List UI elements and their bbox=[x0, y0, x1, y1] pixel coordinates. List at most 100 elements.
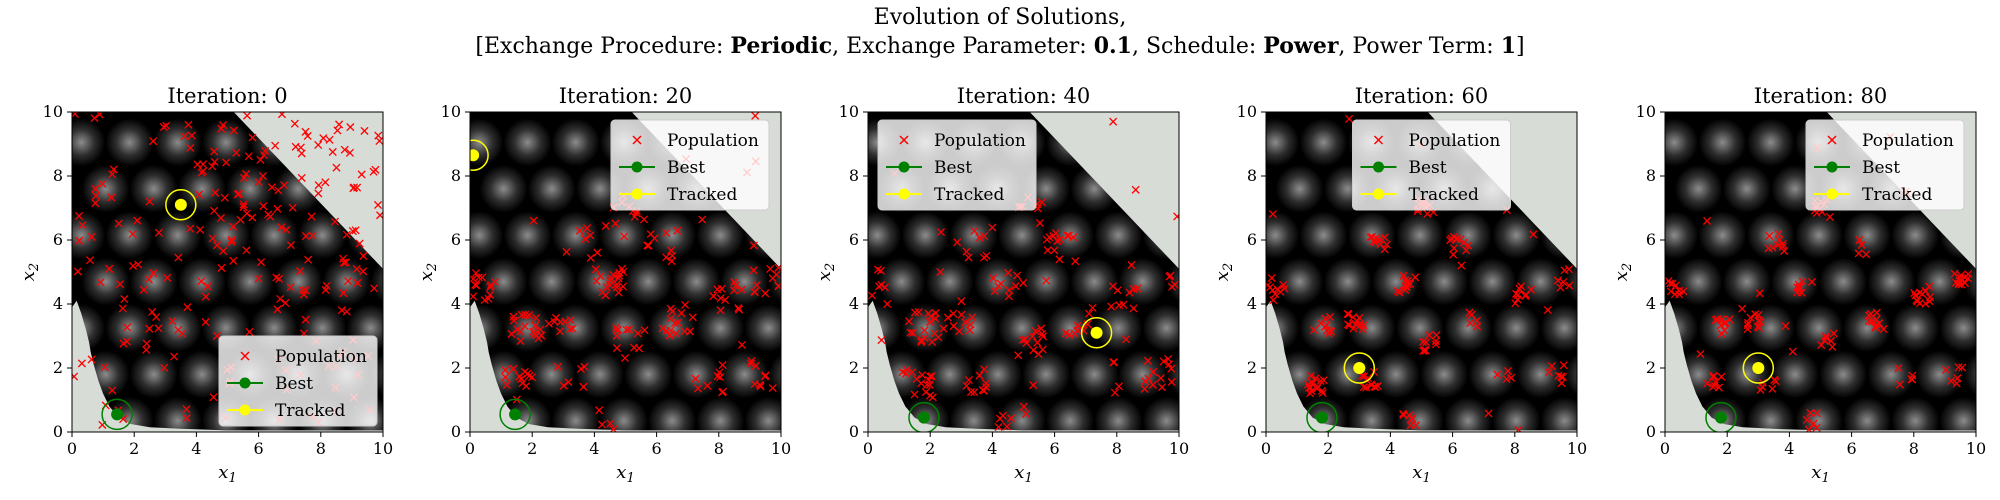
population-marker bbox=[1276, 287, 1285, 296]
population-marker bbox=[1493, 370, 1502, 379]
population-marker bbox=[75, 211, 84, 221]
population-marker bbox=[210, 157, 219, 166]
population-marker bbox=[622, 325, 631, 334]
population-marker bbox=[925, 380, 934, 389]
population-marker bbox=[1457, 261, 1466, 270]
legend-box bbox=[218, 335, 378, 427]
population-marker bbox=[376, 211, 383, 220]
population-marker bbox=[970, 388, 979, 397]
population-marker bbox=[632, 209, 641, 218]
population-marker bbox=[553, 362, 563, 371]
population-marker bbox=[1446, 236, 1455, 245]
optimum-glow bbox=[1746, 118, 1795, 167]
optimum-glow bbox=[1794, 396, 1843, 431]
population-marker bbox=[1788, 347, 1797, 356]
subplot-title: Iteration: 20 bbox=[559, 84, 693, 108]
y-tick-label: 4 bbox=[1247, 294, 1257, 313]
population-marker bbox=[607, 274, 616, 283]
legend-label: Population bbox=[934, 131, 1026, 151]
optimum-glow bbox=[1094, 211, 1143, 260]
population-marker bbox=[768, 384, 777, 393]
optimum-glow bbox=[949, 211, 998, 260]
population-marker bbox=[370, 284, 379, 293]
population-marker bbox=[1306, 389, 1315, 398]
population-marker bbox=[905, 317, 914, 326]
population-marker bbox=[734, 305, 744, 314]
population-marker bbox=[1756, 318, 1765, 327]
population-marker bbox=[662, 253, 671, 262]
population-marker bbox=[286, 241, 295, 250]
optimum-glow bbox=[648, 211, 697, 260]
population-marker bbox=[152, 312, 161, 322]
optimum-glow bbox=[696, 211, 745, 260]
population-marker bbox=[1925, 293, 1935, 302]
subplot-40: 0 2 4 6 8 10 0 2 4 6 8 10 x1 x2 Iteration: 40 Populatio… bbox=[814, 84, 1189, 486]
best-ring bbox=[499, 398, 531, 431]
population-marker bbox=[1107, 302, 1116, 311]
legend-best-marker bbox=[898, 161, 910, 173]
population-marker bbox=[186, 224, 195, 233]
population-marker bbox=[295, 267, 305, 276]
population-marker bbox=[1913, 297, 1922, 306]
population-marker bbox=[277, 112, 287, 119]
population-marker bbox=[342, 307, 351, 316]
population-marker bbox=[965, 326, 975, 335]
optimum-glow bbox=[1540, 304, 1577, 352]
population-marker bbox=[301, 286, 310, 295]
population-marker bbox=[245, 327, 254, 336]
population-marker bbox=[261, 146, 270, 156]
population-marker bbox=[129, 261, 138, 271]
population-marker bbox=[209, 393, 218, 402]
legend-box bbox=[1805, 119, 1965, 211]
figure-title-part: Power bbox=[1263, 33, 1339, 59]
optimum-glow bbox=[1722, 257, 1771, 306]
x-tick-label: 6 bbox=[1050, 439, 1060, 458]
x-tick-label: 10 bbox=[1169, 439, 1189, 458]
population-marker bbox=[874, 282, 883, 291]
optimum-glow bbox=[575, 257, 624, 306]
population-marker bbox=[721, 295, 730, 305]
optimum-glow bbox=[1468, 350, 1517, 399]
population-marker bbox=[1864, 311, 1874, 320]
population-marker bbox=[761, 289, 770, 298]
tracked-marker bbox=[174, 198, 187, 211]
population-marker bbox=[1781, 321, 1790, 330]
population-marker bbox=[160, 363, 169, 372]
best-ring bbox=[101, 398, 133, 431]
population-marker bbox=[1031, 327, 1040, 336]
x-tick-label: 6 bbox=[254, 439, 264, 458]
population-marker bbox=[346, 123, 355, 132]
population-marker bbox=[1004, 292, 1013, 301]
optimum-glow bbox=[1046, 304, 1095, 352]
population-marker bbox=[276, 294, 285, 304]
population-marker bbox=[749, 266, 758, 275]
y-tick-label: 10 bbox=[1636, 102, 1656, 121]
population-marker bbox=[243, 112, 252, 120]
population-marker bbox=[480, 295, 489, 305]
population-marker bbox=[556, 327, 565, 336]
population-marker bbox=[314, 189, 323, 198]
population-marker bbox=[1382, 240, 1391, 249]
population-marker bbox=[953, 238, 962, 247]
population-marker bbox=[615, 268, 624, 277]
population-marker bbox=[248, 213, 257, 222]
population-marker bbox=[1557, 372, 1566, 381]
population-marker bbox=[242, 169, 251, 179]
population-marker bbox=[242, 246, 251, 255]
y-tick-label: 0 bbox=[1646, 422, 1656, 441]
population-marker bbox=[1780, 246, 1789, 256]
optimum-glow bbox=[551, 396, 600, 431]
best-marker bbox=[1315, 411, 1328, 424]
population-marker bbox=[1393, 287, 1402, 296]
y-axis-label: x2 bbox=[18, 263, 42, 281]
population-marker bbox=[662, 326, 671, 335]
population-marker bbox=[1547, 362, 1556, 371]
x-tick-label: 8 bbox=[1510, 439, 1520, 458]
population-marker bbox=[1363, 373, 1373, 383]
population-marker bbox=[154, 324, 163, 333]
population-markers bbox=[470, 112, 781, 432]
y-tick-label: 8 bbox=[849, 166, 859, 185]
optimum-glow bbox=[1939, 396, 1976, 431]
population-marker bbox=[575, 226, 584, 235]
population-marker bbox=[595, 406, 604, 415]
